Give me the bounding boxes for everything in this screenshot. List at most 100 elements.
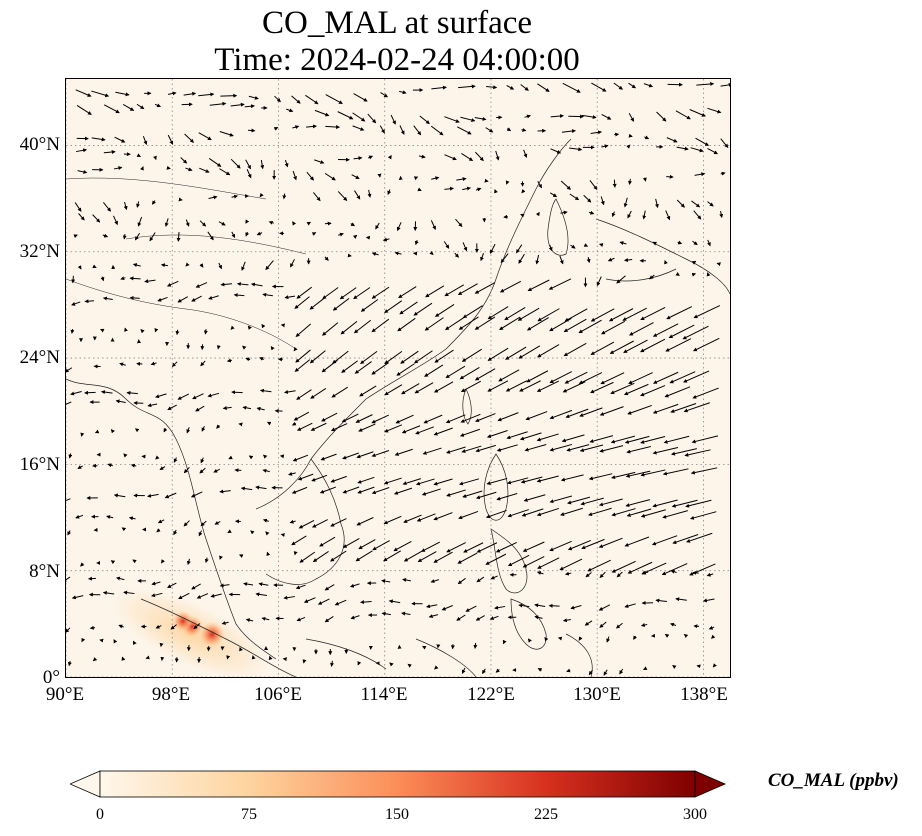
- wind-arrow: [124, 327, 128, 332]
- wind-arrow: [675, 272, 680, 276]
- wind-arrow: [196, 593, 209, 599]
- wind-arrow: [305, 94, 319, 105]
- wind-arrow: [393, 540, 412, 552]
- wind-arrow: [475, 413, 496, 423]
- wind-arrow: [394, 448, 413, 456]
- wind-arrow: [600, 196, 605, 206]
- wind-arrow: [500, 253, 509, 263]
- wind-arrow: [457, 283, 478, 296]
- wind-arrow: [455, 218, 463, 228]
- wind-arrow: [175, 329, 180, 336]
- wind-arrow: [544, 636, 549, 642]
- wind-arrow: [640, 623, 648, 627]
- wind-arrow: [563, 342, 587, 357]
- wind-arrow: [261, 616, 270, 621]
- wind-arrow: [388, 599, 401, 604]
- wind-arrow: [460, 116, 476, 122]
- wind-arrow: [401, 611, 411, 616]
- wind-arrow: [644, 135, 650, 140]
- wind-arrow: [458, 316, 479, 330]
- wind-arrow: [628, 113, 635, 122]
- wind-arrow: [159, 466, 166, 471]
- wind-arrow: [495, 668, 500, 673]
- wind-arrow: [601, 320, 626, 335]
- wind-arrow: [537, 83, 550, 92]
- colorbar-extend-max: [694, 770, 727, 798]
- wind-arrow: [666, 137, 678, 143]
- wind-arrow: [600, 372, 625, 385]
- lat-tick-40: 40°N: [19, 134, 60, 155]
- wind-arrow: [504, 307, 526, 321]
- wind-arrow: [683, 633, 689, 639]
- wind-arrow: [695, 137, 710, 146]
- wind-arrow: [686, 532, 713, 543]
- wind-arrow: [248, 455, 254, 460]
- wind-arrow: [683, 402, 710, 413]
- wind-arrow: [322, 287, 339, 300]
- wind-arrow: [383, 477, 402, 485]
- wind-arrow: [589, 180, 598, 190]
- wind-arrow: [292, 454, 309, 462]
- wind-arrow: [231, 390, 243, 395]
- lon-tick-114: 114°E: [360, 684, 408, 705]
- wind-arrow: [462, 305, 483, 319]
- wind-arrow: [524, 444, 547, 452]
- wind-arrow: [120, 276, 126, 281]
- wind-arrow: [603, 669, 608, 676]
- wind-arrow: [434, 349, 454, 363]
- wind-arrow: [387, 155, 392, 160]
- coastline-mindanao: [510, 598, 547, 650]
- wind-arrow: [123, 590, 135, 595]
- wind-arrow: [80, 562, 85, 567]
- wind-arrow: [352, 125, 365, 131]
- wind-arrow: [110, 560, 116, 565]
- wind-arrow: [167, 91, 177, 96]
- wind-arrow: [397, 317, 416, 332]
- wind-arrow: [288, 471, 296, 476]
- wind-arrow: [588, 473, 613, 481]
- wind-arrow: [413, 125, 422, 136]
- lat-tick-16: 16°N: [19, 454, 60, 475]
- wind-arrow: [590, 308, 615, 322]
- wind-arrow: [672, 664, 677, 669]
- wind-arrow: [474, 282, 496, 294]
- wind-arrow: [218, 221, 226, 226]
- wind-arrow: [128, 516, 136, 521]
- wind-arrow: [230, 158, 241, 169]
- wind-arrow: [548, 244, 553, 252]
- wind-arrow: [330, 475, 347, 483]
- coastline-japan: [595, 218, 730, 295]
- wind-arrow: [625, 470, 651, 478]
- wind-arrow: [295, 323, 312, 337]
- wind-arrow: [652, 403, 679, 414]
- wind-arrow: [297, 422, 313, 431]
- wind-arrow: [444, 154, 457, 161]
- wind-arrow: [526, 370, 549, 383]
- wind-arrow: [294, 359, 311, 372]
- wind-arrow: [560, 474, 584, 482]
- wind-arrow: [665, 338, 692, 352]
- wind-arrow: [132, 640, 137, 646]
- wind-arrow: [356, 451, 374, 459]
- wind-arrow: [319, 486, 337, 494]
- wind-arrow: [496, 493, 518, 501]
- wind-arrow: [156, 528, 161, 533]
- wind-arrow: [506, 127, 512, 132]
- wind-arrow: [250, 530, 255, 535]
- wind-arrow: [516, 244, 523, 254]
- wind-arrow: [563, 318, 587, 333]
- wind-arrow: [417, 187, 422, 192]
- wind-arrow: [549, 409, 573, 420]
- wind-arrow: [549, 192, 558, 198]
- wind-arrow: [640, 469, 666, 477]
- wind-arrow: [615, 622, 623, 629]
- wind-arrow: [228, 455, 233, 460]
- wind-arrow: [151, 581, 161, 586]
- wind-arrow: [185, 167, 193, 172]
- wind-arrow: [433, 381, 454, 393]
- wind-arrow: [622, 307, 647, 321]
- wind-arrow: [487, 347, 509, 361]
- wind-arrow: [151, 592, 163, 598]
- wind-arrow: [578, 372, 603, 384]
- wind-arrow: [166, 280, 179, 287]
